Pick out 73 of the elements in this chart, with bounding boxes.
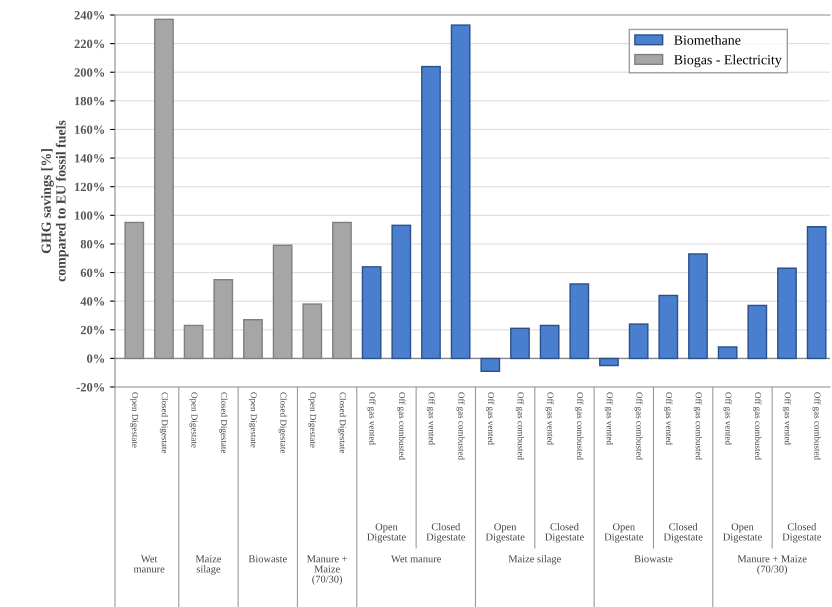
x-tick-label: Off gas combusted <box>753 392 762 460</box>
x-tick-label: Closed Digestate <box>338 392 346 454</box>
bar <box>718 346 738 360</box>
x-tick-label: Off gas vented <box>367 392 376 445</box>
bar <box>806 226 827 360</box>
x-tick-label: Closed Digestate <box>278 392 287 454</box>
text: Open Digestate <box>486 523 524 543</box>
x-tick-label: Off gas combusted <box>812 392 821 460</box>
text: Maize silage <box>508 555 561 564</box>
x-tick-label: Off gas combusted <box>634 392 643 460</box>
y-axis-title: GHG savings [%] compared to EU fossil fuels <box>41 120 68 282</box>
bar <box>599 358 619 366</box>
text: Open Digestate <box>604 523 644 543</box>
x-tick-label: Open Digestate <box>308 392 316 448</box>
y-tick-label: 120% <box>75 182 104 192</box>
bar <box>569 283 590 360</box>
text: Biowaste <box>248 555 287 562</box>
bar <box>688 253 708 360</box>
text: Open Digestate <box>723 523 762 543</box>
text: Manure + Maize (70/30) <box>738 555 807 575</box>
y-tick-label: 240% <box>74 11 104 20</box>
y-tick-label: 20% <box>80 326 104 334</box>
y-tick-label: -20% <box>76 383 104 392</box>
y-tick-label: 100% <box>75 211 104 220</box>
text: Biowaste <box>634 555 672 562</box>
bar <box>510 328 530 360</box>
bar <box>628 323 649 360</box>
text: Closed Digestate <box>664 523 702 543</box>
x-tick-label: Off gas vented <box>664 392 672 445</box>
y-tick-label: 200% <box>74 68 104 77</box>
bar <box>450 24 471 360</box>
x-tick-label: Open Digestate <box>248 392 257 448</box>
y-tick-label: 140% <box>75 154 104 163</box>
y-tick-label: 0% <box>87 354 104 363</box>
x-tick-label: Off gas combusted <box>516 392 524 460</box>
y-tick-label: 160% <box>75 125 104 134</box>
x-tick-label: Off gas vented <box>545 392 554 445</box>
text: Manure + Maize (70/30) <box>306 555 348 585</box>
y-tick-label: 220% <box>74 40 104 48</box>
text: Open Digestate <box>367 523 406 543</box>
bar <box>421 66 441 360</box>
y-tick-label: 60% <box>80 268 104 278</box>
text: Maize silage <box>196 555 222 575</box>
y-tick-label: 80% <box>80 240 104 248</box>
text: Closed Digestate <box>545 523 584 543</box>
y-tick-label: 40% <box>80 297 104 306</box>
text: Wet manure <box>134 555 164 572</box>
x-tick-label: Open Digestate <box>130 392 138 448</box>
legend-label: Biomethane <box>674 35 740 45</box>
bar <box>777 268 797 360</box>
bar <box>658 294 678 360</box>
bar <box>540 324 560 360</box>
legend-label: Biogas - Electricity <box>674 54 782 68</box>
bar <box>362 266 382 360</box>
x-tick-label: Off gas vented <box>723 392 732 445</box>
x-tick-label: Off gas combusted <box>456 392 465 460</box>
x-tick-label: Off gas combusted <box>694 392 702 460</box>
text: Closed Digestate <box>426 523 466 543</box>
x-tick-label: Open Digestate <box>190 392 198 448</box>
bar <box>480 358 500 372</box>
bar <box>391 224 412 360</box>
x-tick-label: Off gas vented <box>486 392 494 445</box>
bar <box>747 304 768 360</box>
x-tick-label: Off gas combusted <box>575 392 584 460</box>
x-tick-label: Off gas vented <box>782 392 792 445</box>
x-tick-label: Off gas vented <box>426 392 436 445</box>
x-tick-label: Off gas vented <box>604 392 614 445</box>
x-tick-label: Off gas combusted <box>397 392 406 460</box>
y-tick-label: 180% <box>75 96 104 106</box>
text: Wet manure <box>390 555 441 562</box>
text: Closed Digestate <box>782 523 822 543</box>
x-tick-label: Closed Digestate <box>160 392 168 454</box>
x-tick-label: Closed Digestate <box>219 392 228 454</box>
